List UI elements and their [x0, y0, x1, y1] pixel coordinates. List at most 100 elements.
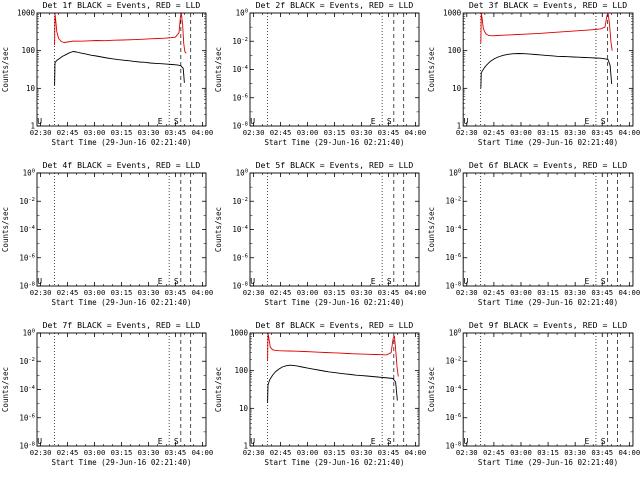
x-tick-label: 02:30: [243, 128, 265, 137]
x-tick-label: 02:30: [456, 448, 478, 457]
y-axis-label: Counts/sec: [1, 47, 10, 92]
x-tick-label: 03:15: [111, 288, 133, 297]
x-tick-label: 04:00: [618, 128, 640, 137]
panel-title: Det 4f BLACK = Events, RED = LLD: [43, 160, 201, 170]
x-axis-label: Start Time (29-Jun-16 02:21:40): [265, 298, 405, 307]
x-tick-label: 03:15: [324, 288, 346, 297]
x-tick-label: 04:00: [405, 128, 426, 137]
x-tick-label: 02:30: [243, 448, 265, 457]
y-tick-label: 10-4: [445, 385, 461, 394]
chart-cell-det-8f: Det 8f BLACK = Events, RED = LLD U E S 02:30…: [213, 320, 426, 480]
x-tick-label: 03:00: [510, 128, 532, 137]
x-tick-label: 03:45: [165, 128, 187, 137]
chart-cell-det-4f: Det 4f BLACK = Events, RED = LLD U E S 02:30…: [0, 160, 213, 320]
x-tick-label: 03:45: [378, 288, 400, 297]
flag-letter-S: S: [174, 277, 179, 286]
y-axis-label: Counts/sec: [214, 367, 223, 412]
flag-letter-U: U: [463, 117, 468, 126]
panel-det-7f: Det 7f BLACK = Events, RED = LLD U E S 02:30…: [1, 320, 213, 467]
x-tick-label: 03:30: [564, 448, 586, 457]
series-events: [54, 51, 185, 86]
x-tick-label: 03:45: [378, 448, 400, 457]
panel-title: Det 2f BLACK = Events, RED = LLD: [256, 0, 414, 10]
y-axis-label: Counts/sec: [427, 47, 436, 92]
x-tick-label: 04:00: [618, 448, 640, 457]
y-tick-label: 10-8: [232, 122, 248, 131]
y-tick-label: 10-4: [445, 225, 461, 234]
x-axis-label: Start Time (29-Jun-16 02:21:40): [52, 298, 192, 307]
chart-panel-det-7f: Det 7f BLACK = Events, RED = LLD U E S 02:30…: [1, 320, 213, 467]
chart-cell-det-7f: Det 7f BLACK = Events, RED = LLD U E S 02:30…: [0, 320, 213, 480]
chart-panel-det-5f: Det 5f BLACK = Events, RED = LLD U E S 02:30…: [214, 160, 426, 307]
flag-letter-U: U: [250, 117, 255, 126]
chart-cell-det-9f: Det 9f BLACK = Events, RED = LLD U E S 02:30…: [426, 320, 640, 480]
y-tick-label: 10-4: [232, 225, 248, 234]
chart-panel-det-6f: Det 6f BLACK = Events, RED = LLD U E S 02:30…: [427, 160, 640, 307]
y-tick-label: 1000: [230, 329, 249, 338]
y-axis-label: Counts/sec: [427, 207, 436, 252]
y-tick-label: 10-8: [19, 282, 35, 291]
panel-det-3f: Det 3f BLACK = Events, RED = LLD U E S 02:30…: [427, 0, 640, 147]
x-tick-label: 03:30: [564, 128, 586, 137]
x-tick-label: 03:45: [591, 128, 613, 137]
y-tick-label: 10-6: [232, 253, 248, 262]
flag-letter-S: S: [174, 117, 179, 126]
flag-letter-E: E: [371, 117, 376, 126]
flag-letter-U: U: [250, 277, 255, 286]
x-axis-label: Start Time (29-Jun-16 02:21:40): [52, 138, 192, 147]
y-axis-label: Counts/sec: [214, 207, 223, 252]
x-tick-label: 04:00: [192, 288, 213, 297]
y-tick-label: 10-4: [19, 225, 35, 234]
chart-cell-det-1f: Det 1f BLACK = Events, RED = LLD U E S 02:30…: [0, 0, 213, 160]
flag-letter-E: E: [584, 117, 589, 126]
x-tick-label: 03:45: [165, 288, 187, 297]
y-tick-label: 10-2: [445, 197, 461, 206]
chart-cell-det-5f: Det 5f BLACK = Events, RED = LLD U E S 02:30…: [213, 160, 426, 320]
x-tick-label: 03:15: [111, 448, 133, 457]
x-axis-label: Start Time (29-Jun-16 02:21:40): [478, 138, 618, 147]
flag-letter-E: E: [371, 437, 376, 446]
x-tick-label: 02:45: [483, 448, 505, 457]
x-tick-label: 02:30: [456, 288, 478, 297]
flag-letter-U: U: [37, 117, 42, 126]
x-tick-label: 03:30: [138, 288, 160, 297]
y-tick-label: 10-6: [232, 93, 248, 102]
series-lld: [480, 12, 613, 51]
y-tick-label: 10-2: [445, 357, 461, 366]
panel-det-9f: Det 9f BLACK = Events, RED = LLD U E S 02:30…: [427, 320, 640, 467]
x-tick-label: 03:45: [165, 448, 187, 457]
y-tick-label: 100: [234, 366, 248, 375]
x-tick-label: 03:15: [111, 128, 133, 137]
chart-cell-det-2f: Det 2f BLACK = Events, RED = LLD U E S 02:30…: [213, 0, 426, 160]
y-axis-label: Counts/sec: [1, 367, 10, 412]
x-tick-label: 03:15: [537, 448, 559, 457]
panel-title: Det 5f BLACK = Events, RED = LLD: [256, 160, 414, 170]
y-tick-label: 10-8: [445, 442, 461, 451]
x-tick-label: 02:45: [270, 448, 292, 457]
flag-letter-E: E: [158, 117, 163, 126]
flag-letter-S: S: [601, 117, 606, 126]
y-tick-label: 10-8: [232, 282, 248, 291]
x-tick-label: 03:00: [297, 288, 319, 297]
x-tick-label: 03:45: [591, 288, 613, 297]
y-tick-label: 10-8: [19, 442, 35, 451]
x-tick-label: 03:00: [84, 448, 106, 457]
chart-panel-det-2f: Det 2f BLACK = Events, RED = LLD U E S 02:30…: [214, 0, 426, 147]
x-tick-label: 02:30: [30, 448, 52, 457]
chart-panel-det-4f: Det 4f BLACK = Events, RED = LLD U E S 02:30…: [1, 160, 213, 307]
y-axis-label: Counts/sec: [1, 207, 10, 252]
flag-letter-U: U: [463, 437, 468, 446]
y-tick-label: 100: [23, 169, 35, 178]
flag-letter-S: S: [387, 117, 392, 126]
y-tick-label: 1: [243, 442, 248, 451]
x-axis-label: Start Time (29-Jun-16 02:21:40): [52, 458, 192, 467]
x-tick-label: 04:00: [192, 128, 213, 137]
x-tick-label: 04:00: [192, 448, 213, 457]
flag-letter-U: U: [37, 437, 42, 446]
panel-title: Det 7f BLACK = Events, RED = LLD: [43, 320, 201, 330]
chart-cell-det-6f: Det 6f BLACK = Events, RED = LLD U E S 02:30…: [426, 160, 640, 320]
y-tick-label: 1: [457, 122, 462, 131]
chart-panel-det-9f: Det 9f BLACK = Events, RED = LLD U E S 02:30…: [427, 320, 640, 467]
series-events: [480, 53, 613, 89]
chart-panel-det-1f: Det 1f BLACK = Events, RED = LLD U E S 02:30…: [1, 0, 213, 147]
